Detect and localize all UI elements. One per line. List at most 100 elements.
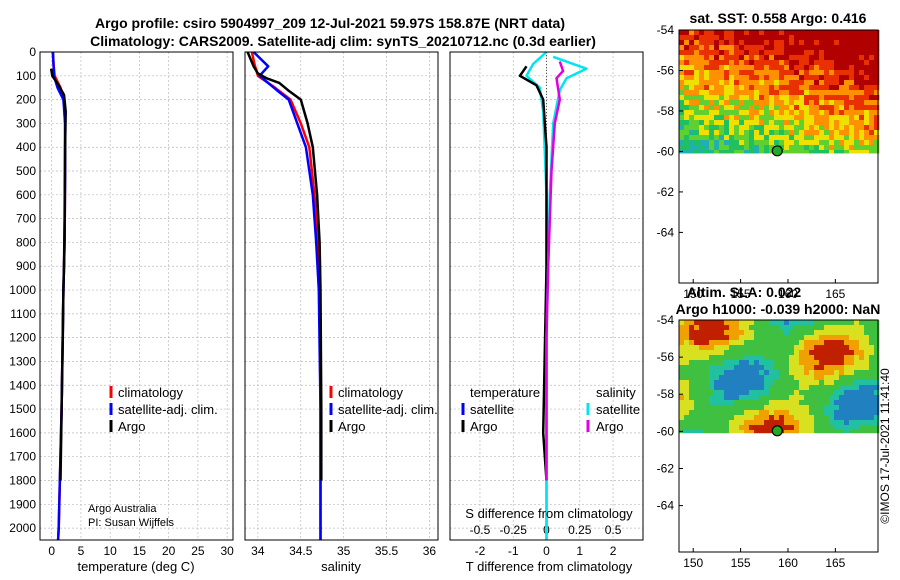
- map-cell: [739, 110, 745, 116]
- map-cell: [814, 355, 820, 361]
- map-cell: [844, 325, 850, 331]
- map-cell: [769, 110, 775, 116]
- map-cell: [719, 345, 725, 351]
- map-cell: [694, 345, 700, 351]
- map-cell: [864, 335, 870, 341]
- sst-map-title: sat. SST: 0.558 Argo: 0.416: [690, 10, 867, 26]
- map-cell: [689, 150, 695, 154]
- map-cell: [734, 330, 740, 336]
- profile-location-marker: [771, 145, 783, 157]
- map-cell: [704, 360, 710, 366]
- map-cell: [749, 100, 755, 106]
- map-cell: [854, 355, 860, 361]
- map-cell: [729, 125, 735, 131]
- map-cell: [869, 390, 875, 396]
- map-cell: [684, 330, 690, 336]
- map-cell: [684, 80, 690, 86]
- map-cell: [684, 30, 690, 36]
- map-cell: [764, 105, 770, 111]
- map-cell: [819, 340, 825, 346]
- map-cell: [874, 150, 880, 154]
- map-cell: [869, 370, 875, 376]
- map-cell: [774, 135, 780, 141]
- map-cell: [874, 370, 880, 376]
- map-cell: [854, 400, 860, 406]
- map-cell: [694, 80, 700, 86]
- map-cell: [839, 330, 845, 336]
- map-cell: [814, 380, 820, 386]
- map-cell: [839, 130, 845, 136]
- map-cell: [849, 120, 855, 126]
- map-cell: [704, 380, 710, 386]
- map-cell: [824, 415, 830, 421]
- map-cell: [764, 415, 770, 421]
- map-cell: [779, 360, 785, 366]
- legend-label-satellite: satellite-adj. clim.: [338, 402, 438, 417]
- map-cell: [704, 75, 710, 81]
- map-cell: [739, 145, 745, 151]
- map-cell: [779, 70, 785, 76]
- map-cell: [874, 425, 880, 431]
- map-cell: [744, 130, 750, 136]
- map-cell: [749, 135, 755, 141]
- map-cell: [844, 345, 850, 351]
- map-cell: [774, 330, 780, 336]
- map-cell: [859, 390, 865, 396]
- map-cell: [749, 90, 755, 96]
- map-cell: [844, 90, 850, 96]
- map-cell: [834, 350, 840, 356]
- map-cell: [809, 430, 815, 434]
- map-cell: [699, 140, 705, 146]
- map-cell: [764, 85, 770, 91]
- map-cell: [794, 390, 800, 396]
- map-cell: [704, 420, 710, 426]
- map-cell: [719, 115, 725, 121]
- map-cell: [744, 105, 750, 111]
- map-cell: [839, 360, 845, 366]
- map-cell: [749, 55, 755, 61]
- map-cell: [874, 420, 880, 426]
- sla-map-title-2: Argo h1000: -0.039 h2000: NaN: [676, 301, 881, 317]
- map-cell: [724, 80, 730, 86]
- map-cell: [739, 50, 745, 56]
- map-cell: [864, 105, 870, 111]
- map-cell: [774, 35, 780, 41]
- map-cell: [684, 145, 690, 151]
- map-cell: [779, 120, 785, 126]
- map-cell: [824, 135, 830, 141]
- map-cell: [824, 320, 830, 326]
- map-cell: [689, 45, 695, 51]
- map-cell: [719, 40, 725, 46]
- map-cell: [709, 360, 715, 366]
- map-cell: [704, 100, 710, 106]
- map-cell: [729, 105, 735, 111]
- map-cell: [699, 360, 705, 366]
- map-cell: [709, 90, 715, 96]
- map-cell: [734, 110, 740, 116]
- map-cell: [729, 30, 735, 36]
- map-cell: [864, 125, 870, 131]
- map-cell: [679, 400, 685, 406]
- map-cell: [689, 65, 695, 71]
- map-cell: [729, 50, 735, 56]
- map-cell: [784, 140, 790, 146]
- map-cell: [759, 375, 765, 381]
- map-cell: [859, 55, 865, 61]
- map-cell: [854, 70, 860, 76]
- depth-tick-label: 1300: [9, 354, 36, 368]
- map-cell: [854, 350, 860, 356]
- map-cell: [864, 390, 870, 396]
- map-cell: [744, 40, 750, 46]
- map-cell: [694, 400, 700, 406]
- map-cell: [734, 410, 740, 416]
- map-cell: [679, 350, 685, 356]
- map-cell: [784, 40, 790, 46]
- map-cell: [849, 330, 855, 336]
- map-cell: [689, 50, 695, 56]
- map-cell: [774, 60, 780, 66]
- map-cell: [819, 405, 825, 411]
- map-cell: [744, 390, 750, 396]
- map-cell: [759, 70, 765, 76]
- map-cell: [784, 135, 790, 141]
- map-cell: [754, 70, 760, 76]
